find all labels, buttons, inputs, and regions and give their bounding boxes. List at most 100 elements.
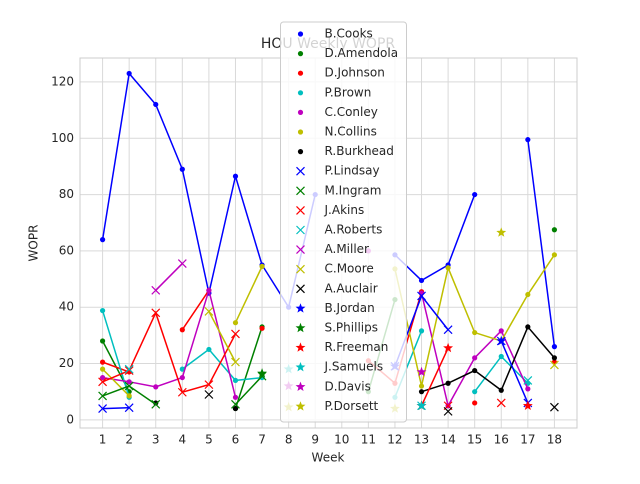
x-tick-label: 15 [467,433,482,447]
legend-marker [297,109,304,115]
point [498,353,504,360]
legend-marker [295,362,306,372]
point [126,379,132,385]
point [418,328,425,334]
point [416,400,427,410]
point [232,394,239,400]
legend-marker [297,31,304,37]
point [98,391,108,401]
point [232,377,239,384]
point [179,374,185,381]
point [231,329,240,339]
point [204,390,214,399]
legend-label: D.Johnson [325,66,385,80]
legend-marker [295,303,306,313]
point [151,285,161,295]
legend-marker [295,322,306,333]
legend-label: A.Miller [325,242,370,256]
point [416,366,427,377]
x-tick-label: 7 [258,433,266,447]
legend-box [280,21,407,423]
x-tick-label: 9 [311,433,319,447]
legend-label: A.Auclair [325,281,378,295]
legend-marker [297,90,304,96]
x-tick-label: 11 [361,433,376,447]
point [99,338,106,344]
point [151,308,161,318]
point [498,328,504,334]
point [472,329,478,336]
y-tick-label: 40 [59,300,74,314]
point [525,386,531,392]
point [259,263,265,269]
point [443,342,454,353]
point [124,366,134,375]
x-tick-label: 12 [387,433,402,447]
legend-label: D.Amendola [325,46,399,60]
point [99,366,106,372]
legend-marker [295,342,306,352]
point [179,327,185,333]
x-tick-label: 5 [205,433,213,447]
series-line [101,310,529,398]
x-tick-label: 17 [520,433,535,447]
point [124,364,134,374]
legend-marker [296,186,305,196]
legend-marker [295,381,306,392]
point [443,406,453,416]
y-tick-label: 60 [59,243,74,257]
point [126,70,132,77]
legend-label: P.Dorsett [325,399,379,413]
legend-label: J.Akins [324,203,365,217]
legend-label: N.Collins [325,125,377,139]
legend-label: J.Samuels [324,360,384,374]
legend-label: B.Jordan [325,301,375,315]
x-tick-label: 18 [547,433,562,447]
y-tick-label: 0 [66,412,74,426]
point [204,307,214,316]
point [232,173,239,179]
x-tick-label: 3 [152,433,160,447]
x-tick-label: 6 [232,433,240,447]
point [443,325,453,335]
point [231,357,240,367]
legend-marker [296,205,305,215]
point [99,359,106,365]
legend-label: P.Lindsay [325,164,380,178]
point [99,307,106,314]
x-tick-label: 1 [99,433,107,447]
legend-marker [297,149,304,155]
point [525,137,531,143]
point [472,367,478,374]
point [445,380,451,386]
point [522,400,533,410]
point [232,405,239,412]
point [496,227,507,237]
point [418,277,425,284]
point [551,252,558,258]
point [151,399,161,409]
point [257,368,267,378]
legend-label: C.Conley [325,105,378,119]
legend-marker [297,51,304,57]
point [417,291,426,301]
legend-label: S.Phillips [325,321,378,335]
point [472,400,478,406]
point [177,259,187,268]
legend-marker [296,245,305,255]
legend-marker [297,70,304,76]
point [98,377,108,387]
point [124,403,134,413]
y-tick-label: 20 [59,356,74,370]
x-tick-label: 10 [334,433,349,447]
legend-marker [297,129,304,135]
point [231,399,240,409]
y-tick-label: 100 [51,131,74,145]
point [472,191,478,198]
legend-label: C.Moore [325,262,374,276]
point [472,355,478,361]
series-line [421,325,555,393]
point [525,291,531,298]
